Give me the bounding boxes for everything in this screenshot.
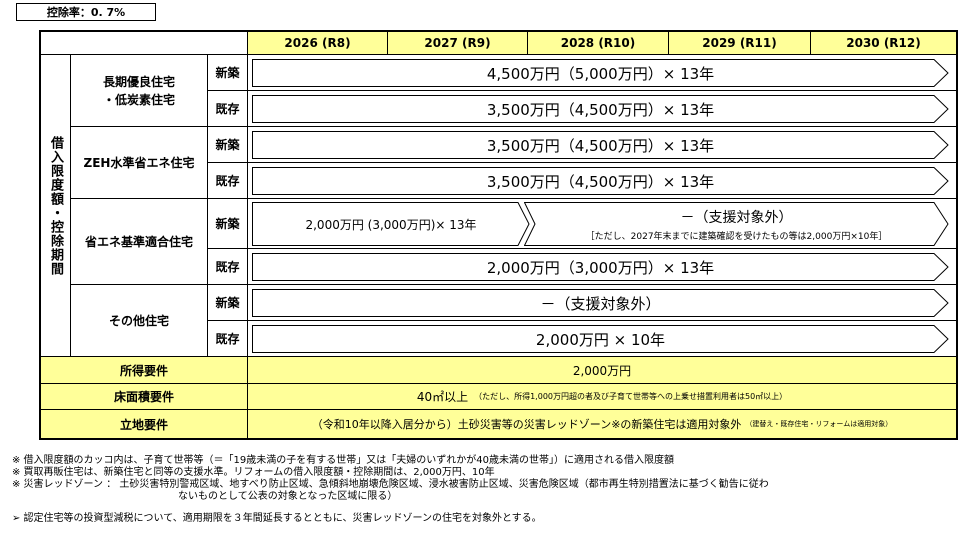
footnote-red-zone-cont: ないものとして公表の対象となった区域に限る）	[178, 491, 398, 502]
value-other-existing: 2,000万円 × 10年	[535, 330, 666, 349]
footnote-red-zone: ※ 災害レッドゾーン ： 土砂災害特別警戒区域、地すべり防止区域、急傾斜地崩壊危…	[12, 479, 769, 490]
label-existing: 既存	[208, 163, 248, 199]
value-zeh-existing: 3,500万円（4,500万円）× 13年	[486, 172, 715, 191]
row-bg	[248, 163, 956, 199]
arrow-energy-new-2027: －（支援対象外） ［ただし、2027年末までに建築確認を受けたもの等は2,000…	[524, 202, 949, 246]
location-requirement-label: 立地要件	[41, 410, 248, 438]
year-2028: 2028 (R10)	[528, 32, 669, 55]
row-bg	[248, 127, 956, 163]
location-main: （令和10年以降入居分から）土砂災害等の災害レッドゾーン※の新築住宅は適用対象外	[311, 418, 742, 431]
arrow-long-new: 4,500万円（5,000万円）× 13年	[252, 59, 949, 87]
year-2026: 2026 (R8)	[248, 32, 388, 55]
year-2027: 2027 (R9)	[388, 32, 528, 55]
category-other: その他住宅	[71, 285, 208, 357]
note-investment-tax: ➢ 認定住宅等の投資型減税について、適用期限を３年間延長するとともに、災害レッド…	[12, 513, 542, 524]
location-requirement-value: （令和10年以降入居分から）土砂災害等の災害レッドゾーン※の新築住宅は適用対象外…	[248, 410, 956, 438]
category-zeh: ZEH水準省エネ住宅	[71, 127, 208, 199]
income-requirement-label: 所得要件	[41, 357, 248, 384]
arrow-energy-existing: 2,000万円（3,000万円）× 13年	[252, 253, 949, 281]
row-bg	[248, 55, 956, 91]
label-existing: 既存	[208, 249, 248, 285]
category-long-term: 長期優良住宅 ・低炭素住宅	[71, 55, 208, 127]
deduction-rate-label: 控除率：0. 7%	[16, 3, 156, 21]
floor-area-main: 40㎡以上	[416, 390, 469, 404]
row-bg	[248, 249, 956, 285]
label-existing: 既存	[208, 91, 248, 127]
footnote-loan-limit: ※ 借入限度額のカッコ内は、子育て世帯等（＝「19歳未満の子を有する世帯」又は「…	[12, 455, 675, 466]
row-bg	[248, 91, 956, 127]
row-bg	[248, 321, 956, 357]
floor-area-note: （ただし、所得1,000万円超の者及び子育て世帯等への上乗せ措置利用者は50㎡以…	[474, 392, 788, 401]
year-2029: 2029 (R11)	[669, 32, 811, 55]
value-energy-new-2026: 2,000万円 (3,000万円)× 13年	[305, 217, 477, 232]
floor-area-requirement-label: 床面積要件	[41, 384, 248, 410]
value-long-existing: 3,500万円（4,500万円）× 13年	[486, 100, 715, 119]
row-bg	[248, 199, 956, 249]
loan-limit-period-header: 借入限度額・控除期間	[41, 55, 71, 357]
arrow-other-existing: 2,000万円 × 10年	[252, 325, 949, 353]
value-energy-new-2027: －（支援対象外） ［ただし、2027年末までに建築確認を受けたもの等は2,000…	[524, 202, 949, 246]
energy-new-exception-note: ［ただし、2027年末までに建築確認を受けたもの等は2,000万円×10年］	[585, 231, 888, 242]
label-new: 新築	[208, 199, 248, 249]
category-energy: 省エネ基準適合住宅	[71, 199, 208, 285]
year-2030: 2030 (R12)	[811, 32, 956, 55]
arrow-zeh-existing: 3,500万円（4,500万円）× 13年	[252, 167, 949, 195]
location-note: （建替え・既存住宅・リフォームは適用対象）	[745, 420, 893, 428]
label-new: 新築	[208, 285, 248, 321]
value-long-new: 4,500万円（5,000万円）× 13年	[486, 64, 715, 83]
value-energy-existing: 2,000万円（3,000万円）× 13年	[486, 258, 715, 277]
row-bg	[248, 285, 956, 321]
arrow-energy-new-2026: 2,000万円 (3,000万円)× 13年	[252, 202, 530, 246]
label-new: 新築	[208, 55, 248, 91]
value-other-new: －（支援対象外）	[540, 294, 661, 313]
header-blank	[41, 32, 248, 55]
income-requirement-value: 2,000万円	[248, 357, 956, 384]
label-new: 新築	[208, 127, 248, 163]
value-zeh-new: 3,500万円（4,500万円）× 13年	[486, 136, 715, 155]
label-existing: 既存	[208, 321, 248, 357]
energy-new-excluded: －（支援対象外）	[680, 209, 793, 226]
footnote-resale: ※ 買取再販住宅は、新築住宅と同等の支援水準。リフォームの借入限度額・控除期間は…	[12, 467, 495, 478]
floor-area-requirement-value: 40㎡以上 （ただし、所得1,000万円超の者及び子育て世帯等への上乗せ措置利用…	[248, 384, 956, 410]
arrow-long-existing: 3,500万円（4,500万円）× 13年	[252, 95, 949, 123]
housing-loan-table: 2026 (R8) 2027 (R9) 2028 (R10) 2029 (R11…	[39, 30, 958, 440]
arrow-other-new: －（支援対象外）	[252, 289, 949, 317]
arrow-zeh-new: 3,500万円（4,500万円）× 13年	[252, 131, 949, 159]
